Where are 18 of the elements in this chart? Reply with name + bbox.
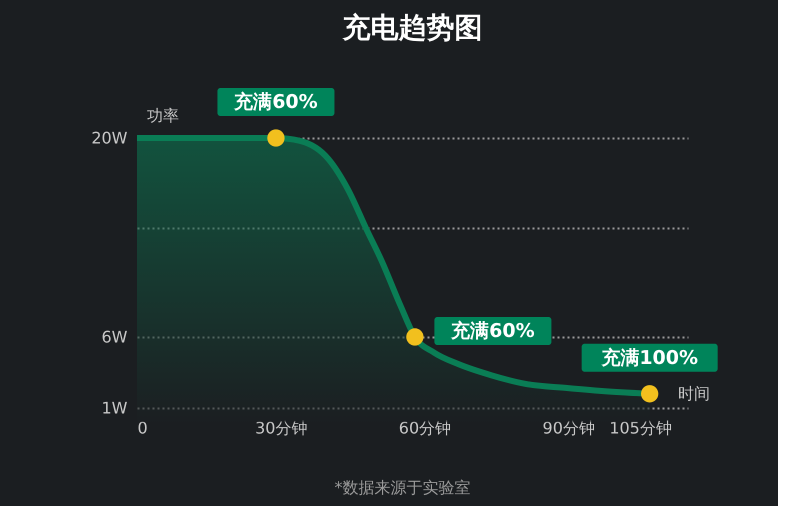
point: [267, 129, 285, 147]
x-tick-label: 30分钟: [255, 418, 308, 438]
x-tick-label: 0: [138, 418, 148, 438]
x-tick-label: 60分钟: [398, 418, 452, 438]
annotation: 充满60%: [450, 320, 535, 342]
y-axis-title: 功率: [147, 106, 179, 125]
point: [641, 385, 658, 402]
chart-title: 充电趋势图: [342, 11, 482, 44]
y-tick-label: 1W: [102, 398, 128, 418]
text: *数据来源于实验室: [334, 478, 470, 497]
x-axis-title: 时间: [678, 384, 710, 403]
annotation: 充满100%: [600, 346, 698, 369]
annotation: 充满60%: [233, 91, 318, 113]
y-tick-label: 6W: [102, 327, 128, 346]
y-tick-label: 20W: [91, 128, 128, 148]
x-tick-label: 90分钟: [542, 418, 595, 438]
point: [406, 328, 424, 346]
x-tick-label: 105分钟: [609, 418, 672, 438]
